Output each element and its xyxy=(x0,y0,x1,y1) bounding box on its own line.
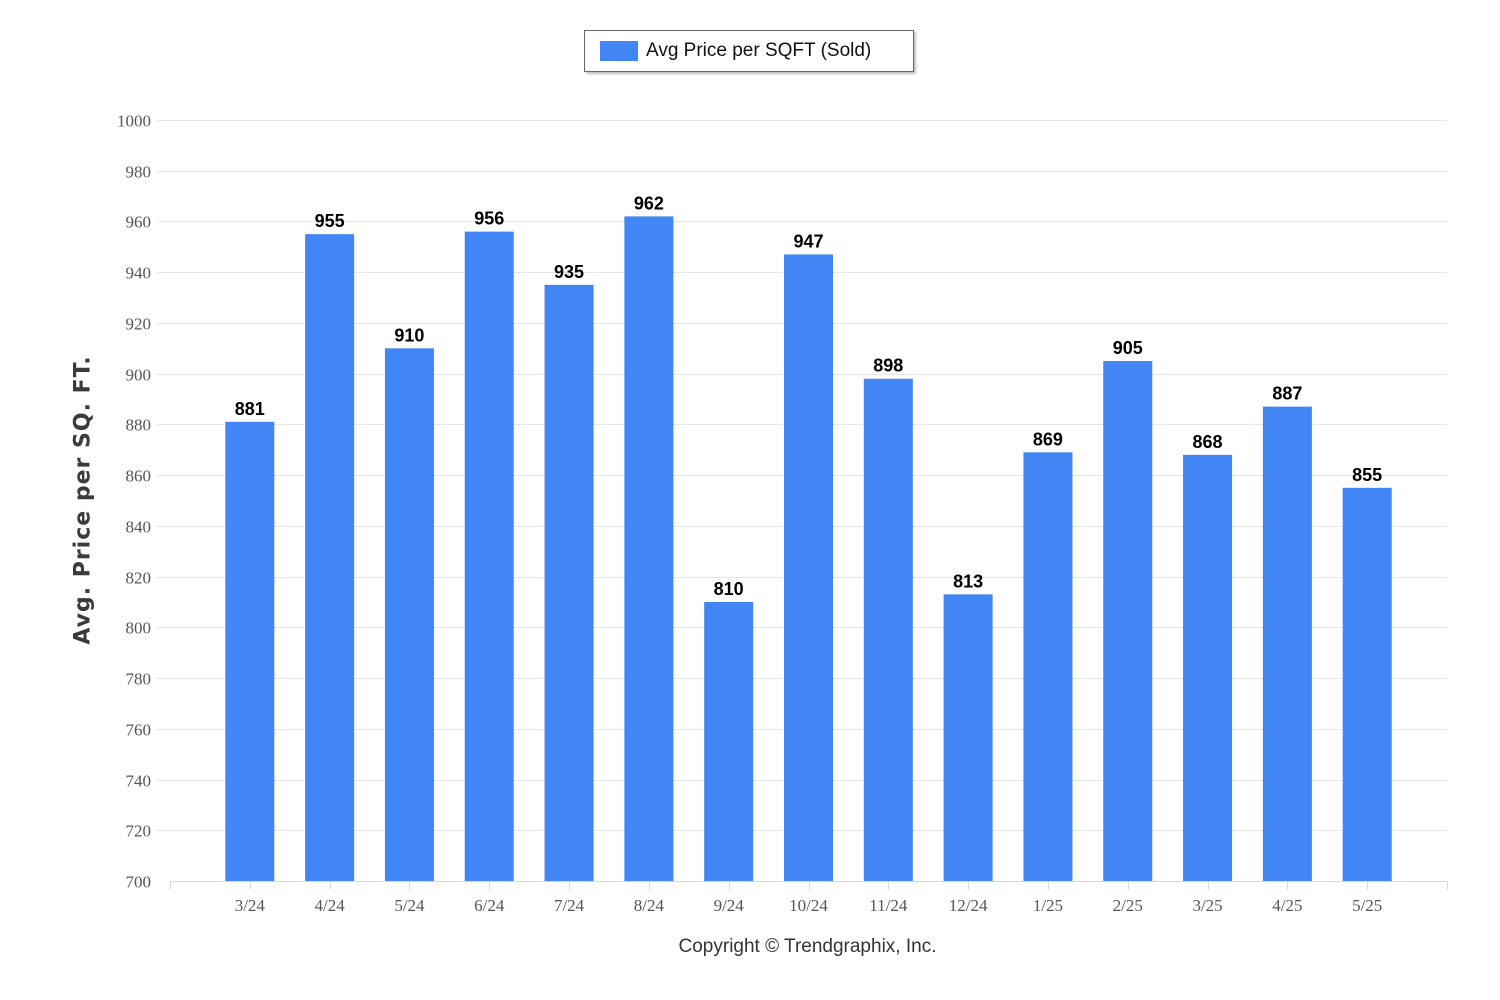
y-tick-label: 960 xyxy=(126,213,152,232)
data-label: 956 xyxy=(474,209,504,229)
x-tick-label: 3/25 xyxy=(1192,896,1222,915)
data-label: 935 xyxy=(554,262,584,282)
bar xyxy=(1103,360,1153,881)
x-tick-label: 5/24 xyxy=(394,896,425,915)
bar xyxy=(784,254,833,881)
bar xyxy=(1262,406,1312,881)
legend-swatch xyxy=(600,41,638,61)
y-tick-label: 900 xyxy=(126,366,152,385)
x-tick-label: 12/24 xyxy=(949,896,988,915)
y-tick-label: 980 xyxy=(126,163,152,182)
data-label: 962 xyxy=(634,193,664,213)
data-label: 869 xyxy=(1033,429,1063,449)
x-tick-label: 6/24 xyxy=(474,896,505,915)
y-tick-label: 720 xyxy=(126,822,152,841)
data-label: 947 xyxy=(793,231,823,251)
data-label: 813 xyxy=(953,571,983,591)
y-tick-label: 780 xyxy=(126,670,152,689)
bar xyxy=(1023,452,1073,881)
x-tick-label: 10/24 xyxy=(789,896,828,915)
x-tick-label: 8/24 xyxy=(634,896,665,915)
y-tick-label: 880 xyxy=(126,416,152,435)
bar xyxy=(704,601,754,881)
y-tick-label: 700 xyxy=(126,873,152,892)
y-tick-label: 840 xyxy=(126,518,152,537)
y-tick-label: 1000 xyxy=(117,112,151,131)
bar xyxy=(384,348,434,881)
data-label: 898 xyxy=(873,356,903,376)
bar xyxy=(305,234,355,881)
bar xyxy=(464,231,514,881)
y-tick-label: 800 xyxy=(126,619,152,638)
x-tick-label: 3/24 xyxy=(235,896,266,915)
bars xyxy=(225,216,1392,882)
data-label: 868 xyxy=(1193,432,1223,452)
x-tick-label: 9/24 xyxy=(714,896,745,915)
y-tick-label: 940 xyxy=(126,264,152,283)
bar xyxy=(624,216,674,882)
data-label: 955 xyxy=(315,211,345,231)
y-tick-label: 920 xyxy=(126,315,152,334)
x-tick-label: 1/25 xyxy=(1033,896,1063,915)
x-tick-label: 7/24 xyxy=(554,896,585,915)
data-label: 910 xyxy=(394,325,424,345)
y-axis-title: Avg. Price per SQ. FT. xyxy=(70,355,96,645)
y-tick-label: 820 xyxy=(126,569,152,588)
bar xyxy=(863,378,913,881)
data-label: 905 xyxy=(1113,338,1143,358)
data-labels: 881 955 910 956 935 962 810 947 898 813 869 905 868 8… xyxy=(235,193,1382,599)
bar xyxy=(544,284,594,882)
legend-label: Avg Price per SQFT (Sold) xyxy=(646,40,872,61)
axes: 700 720 740 760 780 800 820 840 860 880 900 920 940 9… xyxy=(117,112,1448,915)
data-label: 881 xyxy=(235,399,265,419)
x-tick-label: 5/25 xyxy=(1352,896,1382,915)
legend: Avg Price per SQFT (Sold) xyxy=(584,30,914,72)
x-tick-label: 4/25 xyxy=(1272,896,1302,915)
data-label: 810 xyxy=(714,579,744,599)
bar xyxy=(225,421,275,881)
bar xyxy=(1183,454,1233,881)
copyright-footer: Copyright © Trendgraphix, Inc. xyxy=(678,936,937,957)
data-label: 887 xyxy=(1272,384,1302,404)
data-label: 855 xyxy=(1352,465,1382,485)
y-tick-label: 860 xyxy=(126,467,152,486)
y-tick-label: 760 xyxy=(126,721,152,740)
bar xyxy=(1342,487,1392,881)
bar xyxy=(943,594,993,881)
x-tick-label: 2/25 xyxy=(1113,896,1143,915)
x-tick-label: 4/24 xyxy=(315,896,346,915)
x-tick-label: 11/24 xyxy=(869,896,908,915)
y-tick-label: 740 xyxy=(126,772,152,791)
